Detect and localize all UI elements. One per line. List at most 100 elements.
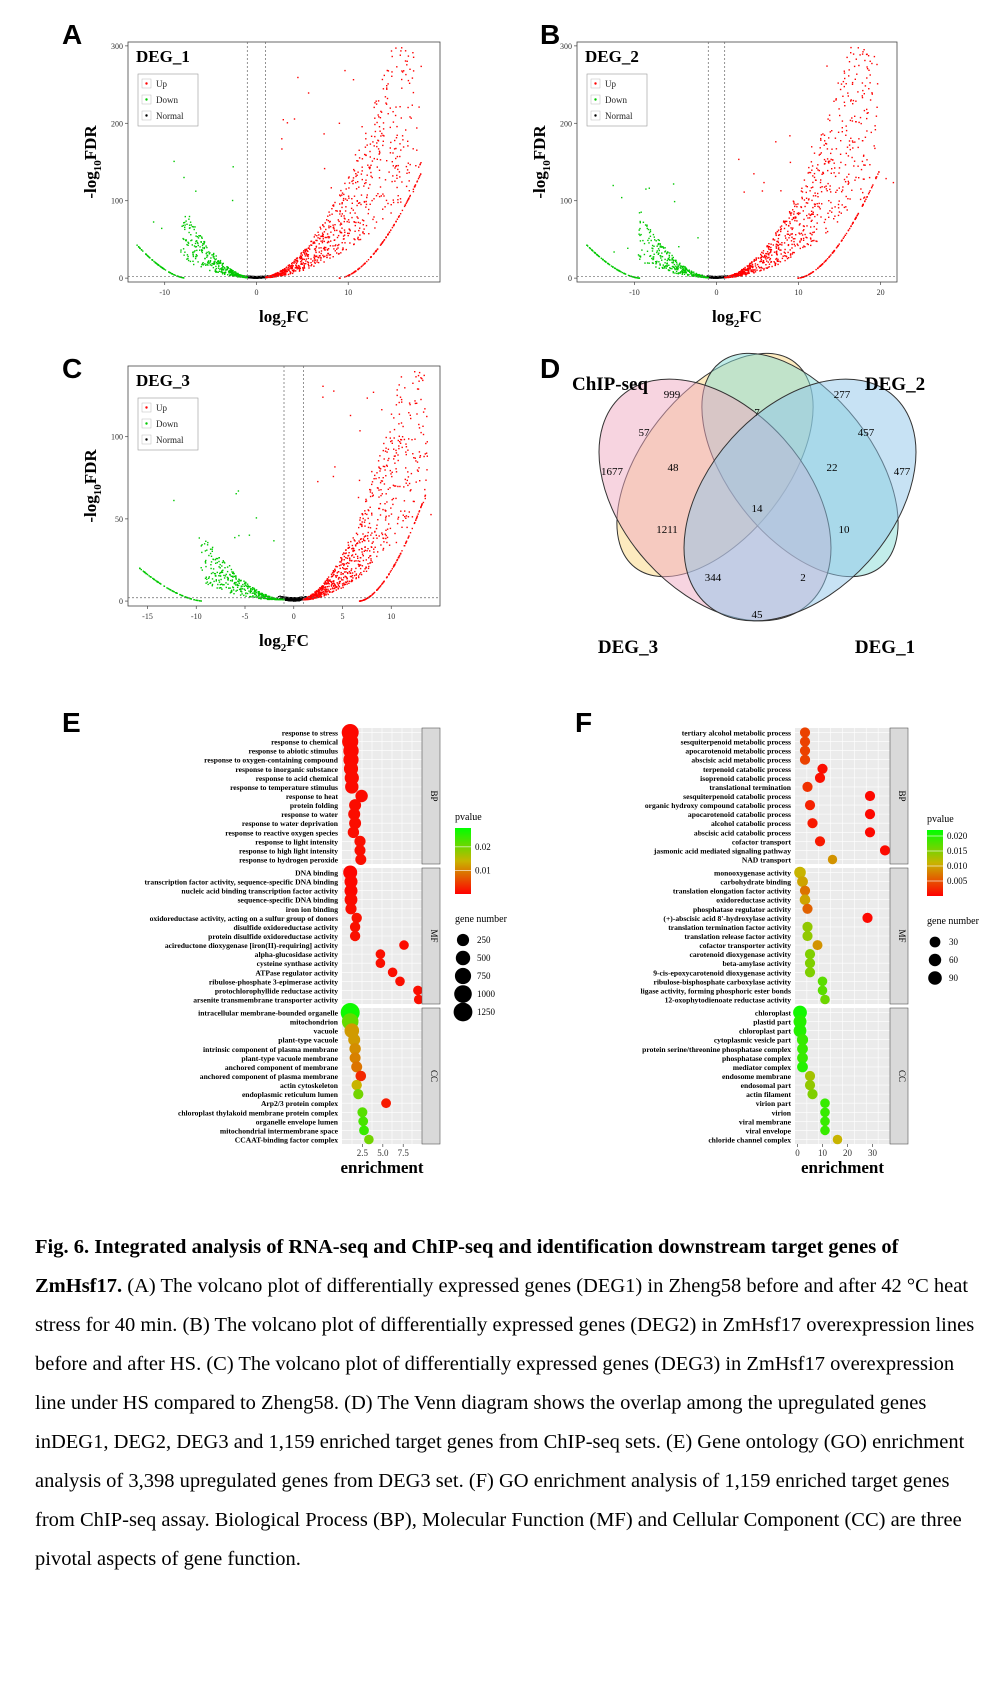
up-point — [355, 553, 357, 555]
down-point — [206, 251, 208, 254]
up-point — [314, 262, 316, 264]
up-point — [765, 264, 767, 266]
up-point — [404, 510, 406, 512]
up-point — [337, 219, 339, 221]
up-point — [331, 208, 333, 210]
up-point — [351, 579, 354, 582]
up-point — [814, 203, 816, 206]
up-point — [833, 162, 835, 164]
up-point — [317, 261, 320, 264]
up-point — [407, 476, 410, 478]
down-point — [658, 239, 660, 242]
up-point — [368, 522, 371, 525]
up-point — [364, 540, 366, 542]
up-point — [806, 225, 808, 227]
up-point — [276, 273, 278, 275]
up-point — [789, 212, 791, 214]
up-point — [282, 272, 284, 275]
down-point — [211, 263, 213, 265]
up-point — [811, 219, 813, 222]
up-point — [316, 595, 318, 597]
up-point — [864, 59, 866, 62]
up-point — [770, 246, 772, 249]
up-point — [780, 230, 782, 233]
up-point — [342, 247, 344, 249]
up-point — [407, 162, 409, 164]
up-point — [794, 217, 796, 219]
up-point — [377, 139, 379, 141]
up-point — [857, 213, 859, 215]
up-point — [825, 188, 828, 190]
down-point — [666, 262, 668, 265]
up-point — [320, 247, 322, 249]
up-point — [792, 209, 794, 211]
up-point — [414, 371, 416, 373]
down-point — [613, 251, 615, 253]
up-point — [787, 244, 790, 246]
up-point — [812, 271, 815, 273]
up-point — [377, 114, 379, 116]
up-point — [408, 180, 410, 182]
up-point — [402, 425, 404, 428]
up-point — [868, 191, 870, 194]
down-point — [668, 254, 670, 257]
up-point — [336, 582, 338, 584]
up-point — [365, 182, 367, 184]
up-point — [367, 212, 369, 215]
up-point — [813, 239, 815, 242]
up-point — [408, 82, 411, 84]
up-point — [379, 468, 382, 470]
up-point — [310, 595, 312, 598]
normal-point — [711, 277, 713, 279]
up-point — [399, 442, 402, 444]
x-tick-label: 20 — [877, 288, 885, 297]
up-point — [406, 64, 408, 66]
up-point — [764, 254, 766, 257]
up-point — [354, 154, 357, 156]
up-point — [748, 266, 751, 268]
up-point — [271, 274, 273, 276]
up-point — [324, 586, 327, 588]
up-point — [868, 69, 870, 71]
up-point — [355, 173, 357, 175]
up-point — [376, 121, 378, 124]
up-point — [803, 225, 805, 228]
up-point — [392, 199, 394, 201]
up-point — [811, 213, 813, 215]
up-point — [300, 252, 303, 254]
up-point — [326, 219, 328, 221]
up-point — [347, 565, 349, 567]
up-point — [826, 190, 828, 192]
up-point — [353, 556, 355, 558]
up-point — [392, 165, 394, 167]
up-point — [780, 225, 783, 227]
up-point — [369, 489, 372, 491]
up-point — [366, 535, 369, 537]
up-point — [847, 155, 850, 157]
up-point — [829, 255, 831, 257]
up-point — [324, 222, 326, 224]
up-point — [388, 231, 391, 233]
down-point — [637, 254, 640, 256]
up-point — [354, 570, 356, 573]
up-point — [354, 270, 356, 273]
up-point — [420, 65, 422, 68]
up-point — [825, 259, 828, 261]
down-point — [229, 268, 231, 270]
up-point — [407, 199, 409, 201]
up-point — [372, 541, 374, 543]
up-point — [302, 269, 305, 271]
up-point — [876, 176, 878, 178]
up-point — [844, 164, 847, 166]
down-point — [703, 276, 706, 278]
down-point — [189, 227, 191, 229]
up-point — [300, 257, 303, 260]
up-point — [361, 521, 363, 523]
down-point — [671, 257, 673, 259]
up-point — [399, 54, 401, 56]
up-point — [414, 402, 417, 405]
up-point — [794, 219, 796, 222]
down-point — [180, 276, 183, 279]
up-point — [409, 68, 411, 70]
up-point — [776, 230, 778, 233]
